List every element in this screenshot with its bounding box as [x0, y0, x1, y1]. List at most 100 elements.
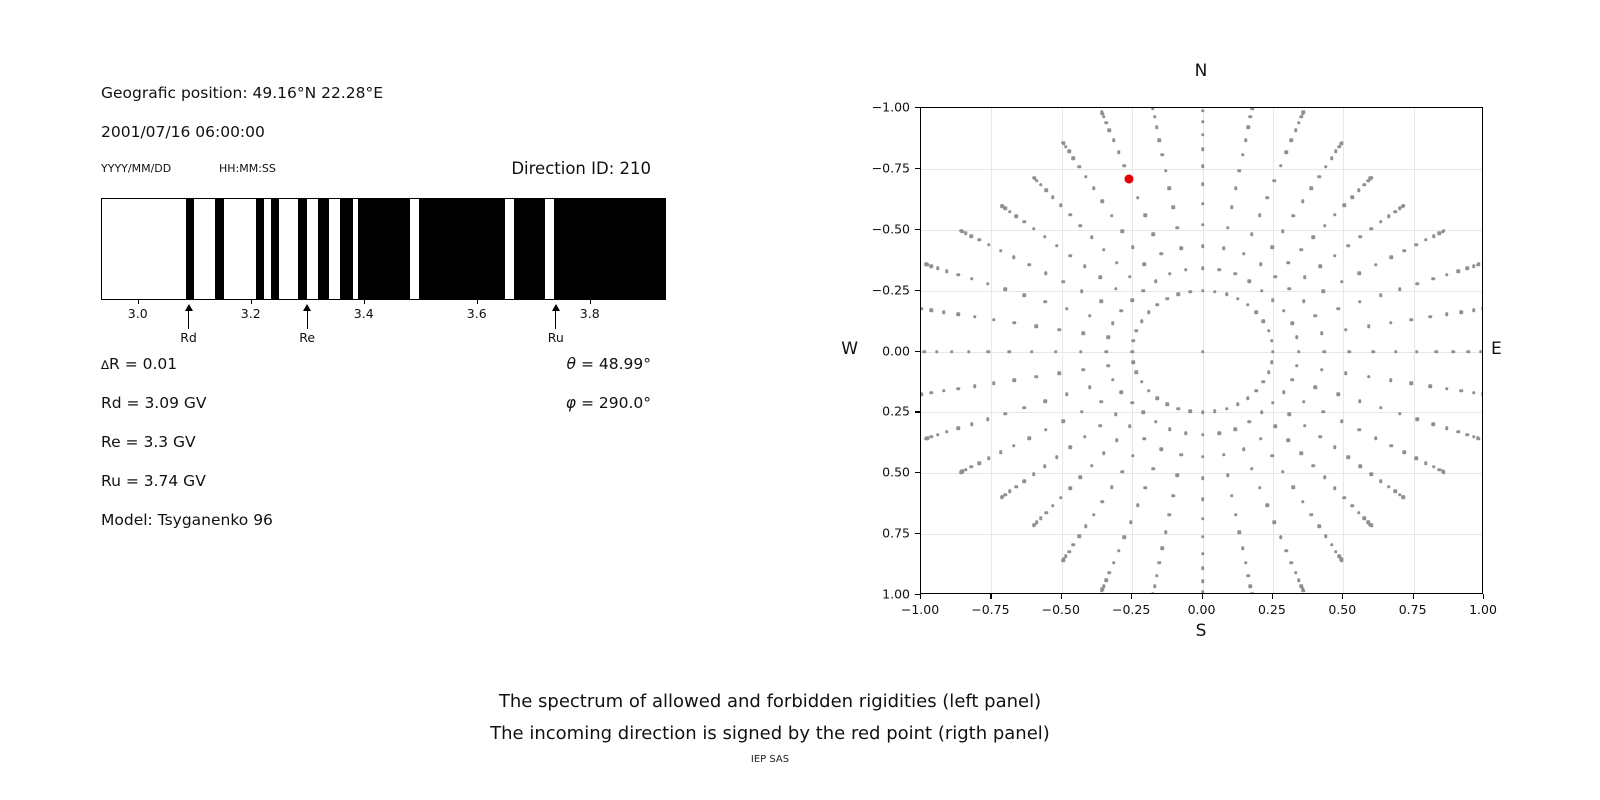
- direction-dot: [921, 306, 924, 311]
- direction-dot: [1309, 186, 1314, 191]
- direction-dot: [1077, 164, 1081, 169]
- forbidden-band: [186, 199, 194, 299]
- direction-dot: [1379, 479, 1383, 483]
- direction-dot: [1424, 461, 1428, 465]
- phi-label: φ = 290.0°: [565, 394, 651, 412]
- direction-dot: [1259, 262, 1263, 266]
- direction-dot: [1481, 392, 1482, 397]
- y-axis-tick-label: 0.50: [882, 464, 910, 480]
- center-dot: [1200, 349, 1205, 354]
- direction-dot: [991, 381, 996, 386]
- direction-dot: [1116, 150, 1121, 154]
- forbidden-band: [255, 199, 264, 299]
- direction-dot: [1389, 255, 1393, 260]
- direction-dot: [1224, 292, 1229, 297]
- direction-dot: [936, 266, 940, 270]
- direction-dot: [1321, 289, 1325, 294]
- direction-dot: [1068, 253, 1073, 258]
- y-axis-tick-label: 0.25: [882, 403, 910, 419]
- direction-dot: [1003, 492, 1007, 497]
- direction-dot: [1200, 476, 1205, 481]
- direction-dot: [922, 349, 926, 354]
- direction-dot: [1313, 314, 1318, 318]
- direction-dot: [1151, 108, 1155, 111]
- direction-dot: [1131, 454, 1135, 458]
- direction-dot: [1281, 390, 1286, 394]
- direction-dot: [1067, 549, 1071, 554]
- direction-dot: [1459, 389, 1464, 393]
- direction-dot: [1068, 486, 1072, 490]
- direction-dot: [1065, 392, 1069, 396]
- direction-dot: [1334, 549, 1338, 554]
- direction-dot: [1061, 558, 1065, 563]
- up-arrow-icon: [303, 304, 312, 311]
- x-axis-tickmark: [1060, 594, 1062, 599]
- direction-dot: [1309, 512, 1314, 517]
- direction-dot: [949, 349, 954, 354]
- direction-dot: [1402, 450, 1407, 455]
- direction-dot: [1131, 245, 1135, 249]
- direction-dot: [1081, 367, 1086, 372]
- direction-dot: [1389, 443, 1393, 448]
- direction-dot: [1043, 399, 1047, 403]
- cutoff-marker-re: Re: [297, 304, 317, 345]
- direction-dot: [1409, 381, 1414, 386]
- direction-dot: [936, 433, 940, 437]
- phi-symbol: φ: [565, 394, 577, 412]
- direction-dot: [1059, 203, 1063, 208]
- direction-dot: [1428, 384, 1432, 388]
- direction-dot: [1012, 443, 1016, 448]
- direction-dot: [985, 417, 990, 421]
- direction-dot: [1200, 119, 1205, 124]
- direction-dot: [959, 229, 963, 233]
- direction-dot: [1200, 108, 1205, 113]
- direction-dot: [1007, 349, 1012, 354]
- direction-dot: [1003, 287, 1007, 292]
- forbidden-band: [271, 199, 279, 299]
- y-axis-tick-label: −0.25: [871, 282, 910, 298]
- x-axis-tickmark: [990, 594, 992, 599]
- direction-dot: [1322, 223, 1327, 228]
- direction-dot: [1151, 592, 1155, 593]
- direction-dot: [1100, 588, 1104, 593]
- direction-dot: [1357, 188, 1361, 192]
- direction-dot: [1012, 378, 1016, 382]
- direction-dot: [1071, 543, 1076, 547]
- direction-dot: [1378, 293, 1383, 298]
- direction-dot: [1235, 402, 1240, 406]
- x-axis-tick-label: −0.50: [1041, 602, 1080, 617]
- direction-dot: [1128, 424, 1132, 429]
- direction-dot: [1119, 390, 1124, 394]
- direction-dot: [1100, 199, 1105, 204]
- direction-dot: [1155, 125, 1159, 130]
- direction-dot: [1099, 400, 1104, 404]
- forbidden-band: [513, 199, 546, 299]
- direction-dot: [1289, 138, 1294, 143]
- direction-dot: [1286, 438, 1291, 442]
- direction-dot: [1401, 203, 1406, 208]
- direction-dot: [1471, 391, 1476, 395]
- direction-dot: [1027, 436, 1031, 440]
- y-axis-tick-label: −0.75: [871, 160, 910, 176]
- direction-dot: [1068, 213, 1072, 217]
- direction-dot: [1141, 410, 1146, 415]
- direction-dot: [1415, 417, 1420, 421]
- direction-dot: [1250, 108, 1254, 111]
- direction-dot: [1034, 375, 1038, 379]
- x-axis-tickmark: [1131, 594, 1133, 599]
- x-axis-tick-label: 0.25: [1257, 602, 1286, 617]
- direction-dot: [1143, 213, 1147, 218]
- rigidity-axis: 3.0 3.2 3.4 3.6 3.8 Rd Re Ru: [101, 300, 666, 360]
- direction-dot: [1128, 520, 1133, 524]
- direction-dot: [1362, 516, 1366, 520]
- direction-dot: [1324, 534, 1328, 539]
- direction-dot: [1031, 472, 1036, 476]
- caption-line-2: The incoming direction is signed by the …: [490, 723, 1050, 744]
- direction-dot: [1266, 370, 1271, 375]
- direction-dot: [1248, 115, 1253, 119]
- direction-dot: [1346, 244, 1350, 248]
- direction-dot: [1167, 186, 1172, 191]
- forbidden-band: [554, 199, 665, 299]
- direction-dot: [1110, 214, 1114, 218]
- direction-dot: [1273, 274, 1277, 279]
